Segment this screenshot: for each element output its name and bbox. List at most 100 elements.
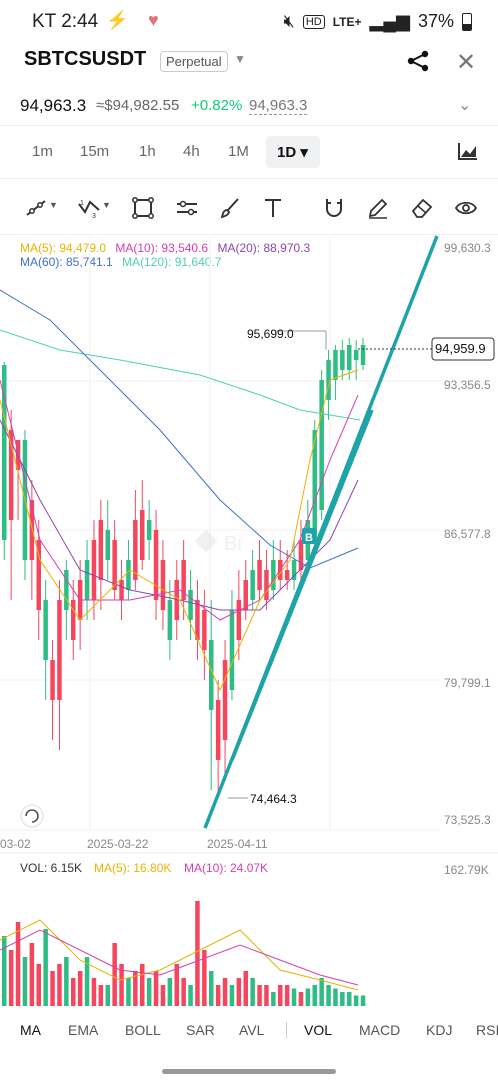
volume-bar [236, 978, 242, 1006]
candle-body [284, 570, 290, 580]
price-axis-label: 86,577.8 [444, 527, 491, 541]
magnet-icon[interactable] [322, 196, 346, 220]
svg-text:Bi: Bi [224, 533, 242, 555]
tab-avl[interactable]: AVL [239, 1022, 265, 1038]
volume-bar [305, 988, 311, 1006]
mark-price[interactable]: 94,963.3 [249, 97, 308, 115]
caret-down-icon[interactable]: ▼ [49, 200, 58, 210]
symbol-dropdown-icon[interactable]: ▼ [234, 52, 246, 66]
candle-body [209, 640, 214, 710]
candle-body [43, 600, 48, 660]
volume-bar [84, 957, 90, 1006]
candle-body [57, 600, 62, 700]
volume-bar [333, 988, 338, 1006]
home-indicator[interactable] [162, 1069, 336, 1074]
ma-legend-row-1: MA(5): 94,479.0 MA(10): 93,540.6 MA(20):… [20, 241, 310, 255]
tab-kdj[interactable]: KDJ [426, 1022, 453, 1038]
tab-4h[interactable]: 4h [183, 143, 200, 160]
volume-bar [264, 985, 269, 1006]
tab-divider [286, 1022, 287, 1038]
candle-body [133, 520, 138, 580]
caret-down-icon[interactable]: ▼ [102, 200, 111, 210]
tab-15m[interactable]: 15m [80, 143, 110, 160]
binance-watermark: Bi [194, 529, 242, 555]
date-axis-label: 03-02 [0, 837, 31, 851]
candle-body [333, 350, 338, 380]
text-icon[interactable] [261, 196, 285, 220]
candle-body [84, 560, 90, 600]
tab-1M[interactable]: 1M [228, 143, 249, 160]
buy-marker-label: B [305, 532, 313, 544]
tab-boll[interactable]: BOLL [125, 1022, 161, 1038]
settings-sliders-icon[interactable] [175, 196, 199, 220]
volume-bar [222, 978, 228, 1006]
divider [0, 234, 498, 235]
volume-bar [43, 929, 48, 1006]
volume-bar [360, 995, 366, 1006]
symbol-title[interactable]: SBTCSUSDT [24, 48, 147, 70]
volume-bar [229, 985, 235, 1006]
candle-body [160, 560, 166, 610]
volume-bar [140, 964, 145, 1006]
chevron-down-icon[interactable]: ⌄ [458, 97, 472, 114]
candle-body [50, 660, 55, 700]
volume-ma-lines [0, 919, 359, 991]
divider [0, 178, 498, 179]
tab-rsi[interactable]: RSI [476, 1022, 498, 1038]
date-axis-label: 2025-03-22 [87, 837, 149, 851]
volume-bar [181, 978, 186, 1006]
volume-bar [112, 943, 117, 1006]
tab-vol[interactable]: VOL [304, 1022, 333, 1038]
svg-text:1: 1 [80, 200, 84, 207]
vol-label: VOL: 6.15K [20, 861, 82, 875]
tab-sar[interactable]: SAR [186, 1022, 215, 1038]
brush-icon[interactable] [218, 196, 242, 220]
candle-body [195, 600, 200, 640]
tab-1m[interactable]: 1m [32, 143, 53, 160]
candle-body [312, 430, 317, 540]
volume-bar [215, 985, 221, 1006]
trend-line-icon[interactable] [24, 196, 48, 220]
ma5-line [0, 369, 359, 692]
fib-icon[interactable]: 1 3 [77, 196, 101, 220]
trend-line-lower[interactable] [230, 409, 374, 761]
volume-bar [209, 971, 214, 1006]
pencil-icon[interactable] [366, 196, 390, 220]
mute-icon: 🔇︎ [283, 11, 295, 31]
signal-icon: ▂▄▆ [369, 11, 410, 31]
grid-lines [0, 236, 498, 854]
tab-macd[interactable]: MACD [359, 1022, 401, 1038]
ma60-line [0, 289, 359, 569]
candle-body [202, 610, 207, 650]
rectangle-icon[interactable] [131, 196, 155, 220]
status-time: KT 2:44 [32, 11, 99, 32]
volume-bar [271, 992, 276, 1006]
timeframe-active-bg [266, 136, 320, 168]
current-price-box [431, 337, 495, 361]
chart-type-icon[interactable] [458, 142, 478, 160]
volume-bar [91, 978, 97, 1006]
volume-bar [353, 995, 359, 1006]
tab-1h[interactable]: 1h [139, 143, 156, 160]
candle-body [167, 600, 173, 640]
battery-icon [462, 12, 472, 31]
volume-bar [50, 971, 55, 1006]
tab-ma[interactable]: MA [20, 1022, 41, 1038]
share-icon[interactable] [406, 49, 430, 73]
tab-1D[interactable]: 1D ▾ [277, 144, 308, 161]
candle-body [174, 580, 179, 620]
tab-ema[interactable]: EMA [68, 1022, 99, 1038]
ma10-label: MA(10): 93,540.6 [115, 241, 209, 255]
buy-marker[interactable] [302, 528, 316, 544]
refresh-icon[interactable] [20, 804, 44, 828]
volume-bar [64, 957, 69, 1006]
candle-body [8, 430, 14, 520]
moving-average-lines [0, 289, 361, 692]
close-icon[interactable]: ✕ [456, 49, 477, 76]
eraser-icon[interactable] [410, 196, 434, 220]
svg-text:3: 3 [92, 213, 96, 220]
candle-body [250, 570, 255, 600]
eye-icon[interactable] [454, 196, 478, 220]
candlestick-chart[interactable]: B 94,959.9 95,699.0 74,464.3 99,630.3 93… [0, 230, 498, 1010]
volume-bar [105, 985, 110, 1006]
